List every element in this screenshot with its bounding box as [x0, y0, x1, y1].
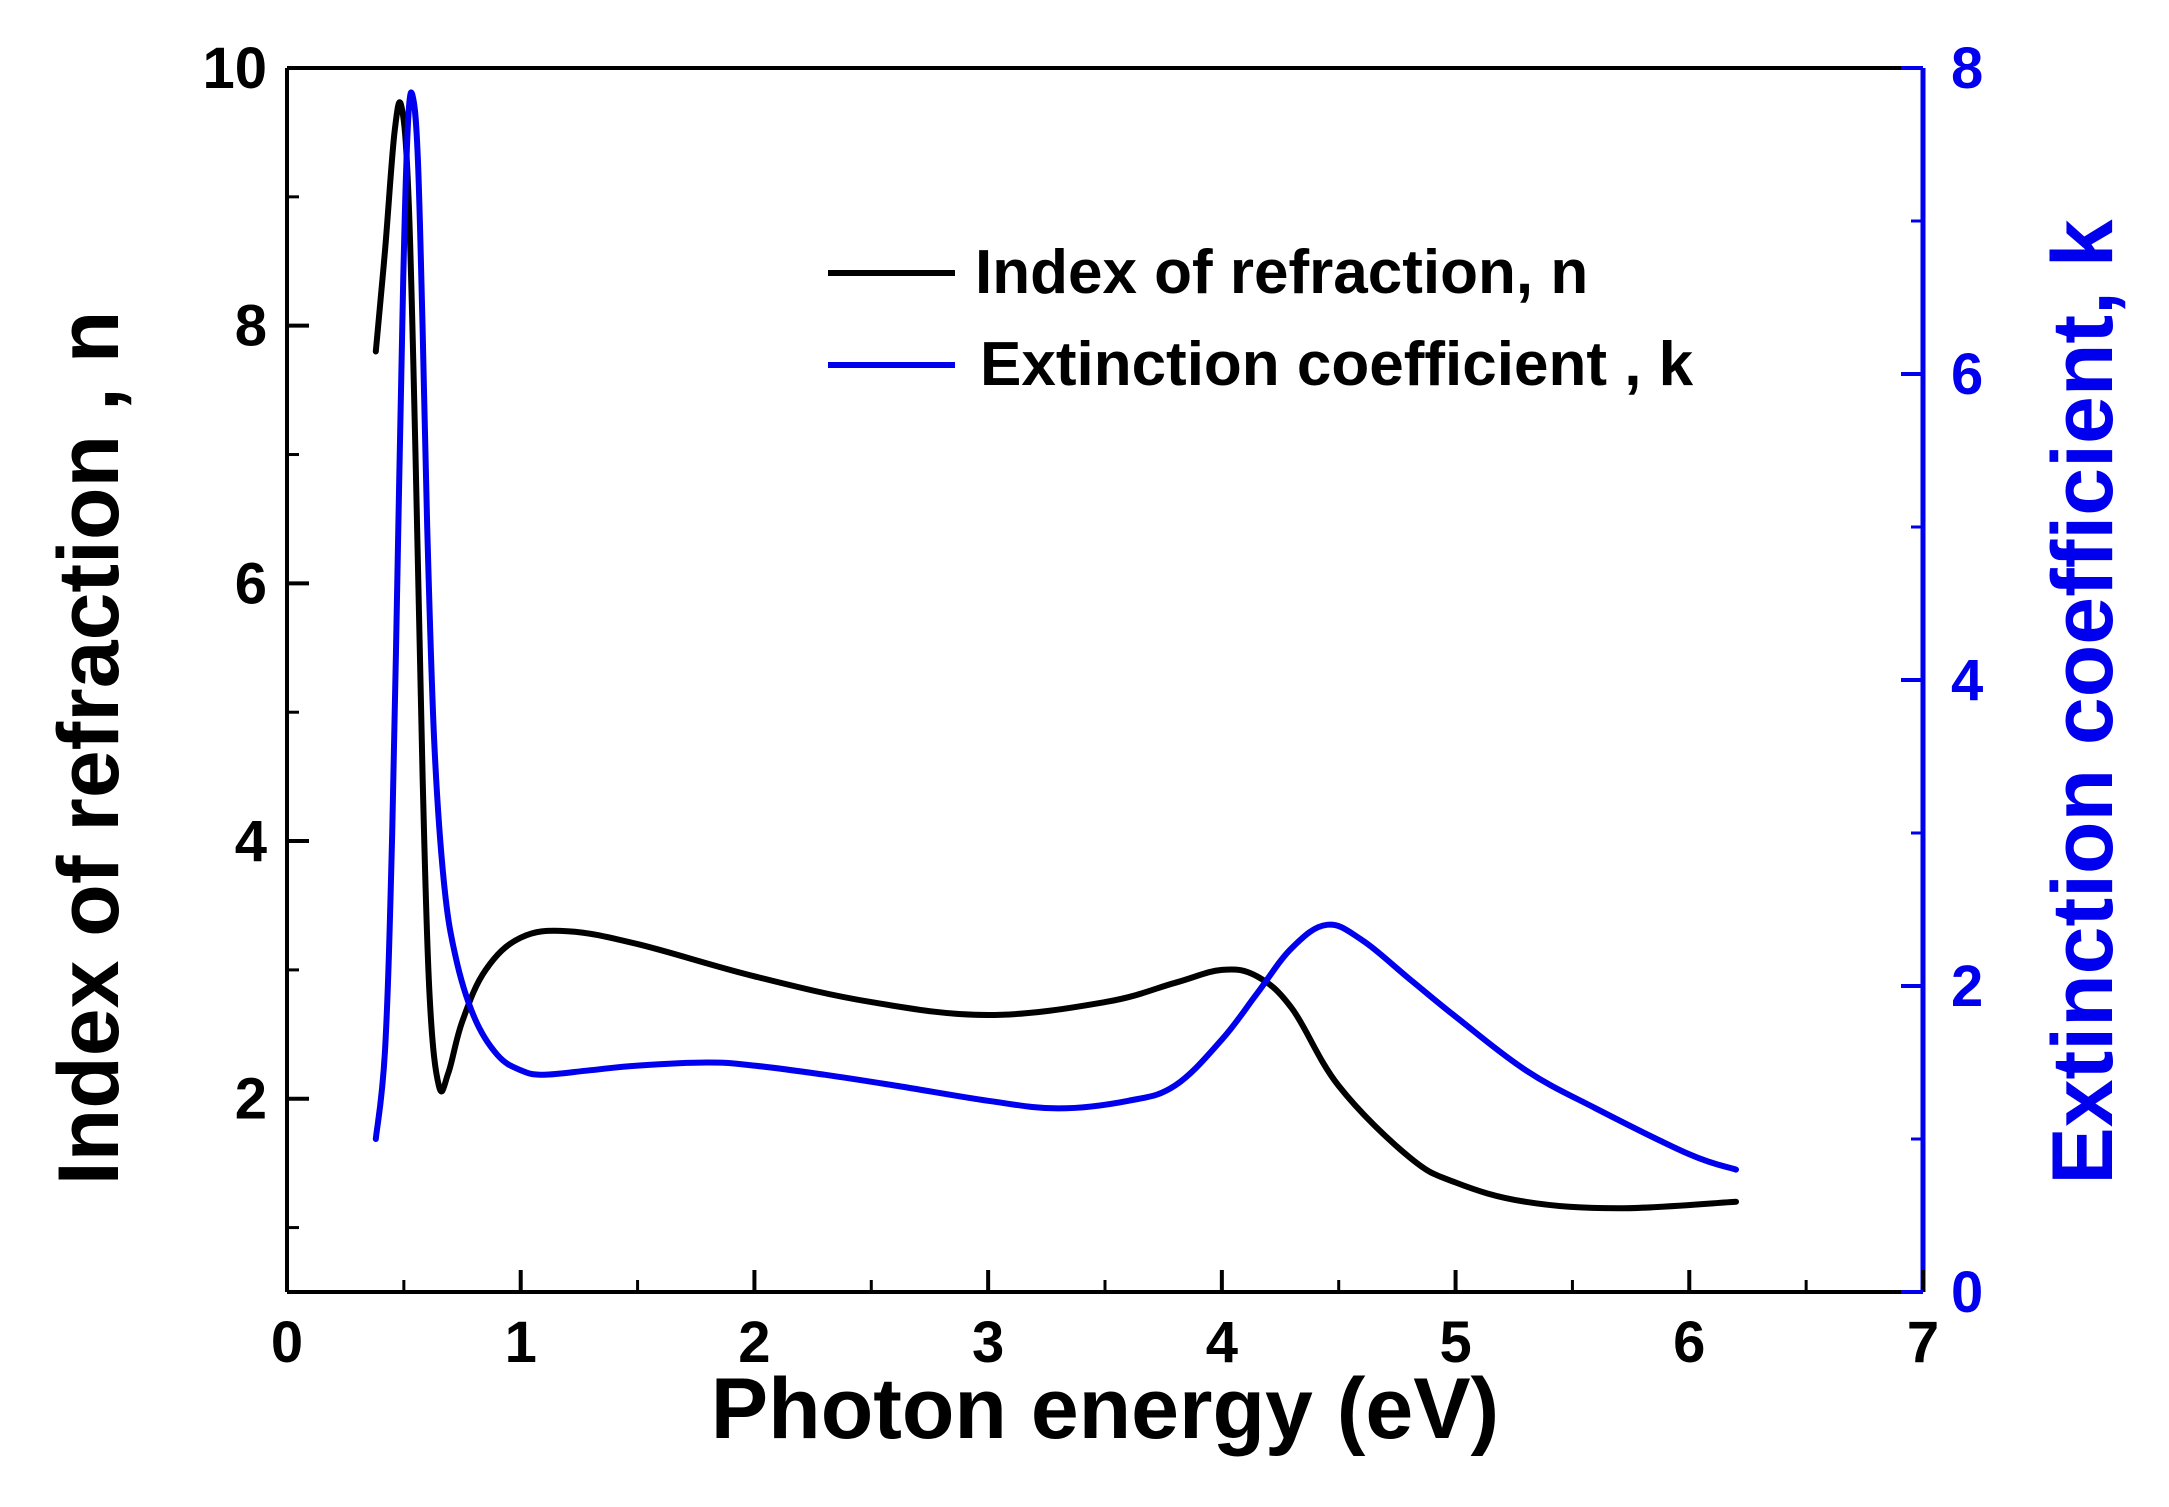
x-tick-label: 3	[972, 1310, 1004, 1375]
y-right-tick-label: 0	[1951, 1260, 1983, 1325]
y-right-tick-label: 8	[1951, 36, 1983, 101]
y-left-tick-label: 10	[202, 36, 267, 101]
y-right-tick-label: 6	[1951, 342, 1983, 407]
series-line-n	[372, 99, 1739, 1212]
y-left-tick-label: 8	[235, 294, 267, 359]
x-tick-label: 1	[505, 1310, 537, 1375]
x-tick-label: 6	[1673, 1310, 1705, 1375]
y-right-tick-label: 2	[1951, 954, 1983, 1019]
x-tick-label: 7	[1907, 1310, 1939, 1375]
x-tick-label: 2	[738, 1310, 770, 1375]
y-right-axis-title: Extinction coefficient, k	[2035, 219, 2131, 1184]
x-tick-label: 5	[1439, 1310, 1471, 1375]
legend: Index of refraction, n Extinction coeffi…	[828, 238, 1694, 399]
series-line-k	[372, 89, 1739, 1173]
y-left-tick-label: 6	[235, 551, 267, 616]
x-tick-label: 0	[271, 1310, 303, 1375]
y-left-axis-title: Index of refraction , n	[41, 311, 137, 1185]
y-right-tick-label: 4	[1951, 648, 1983, 713]
x-tick-label: 4	[1206, 1310, 1238, 1375]
y-left-tick-label: 2	[235, 1067, 267, 1132]
plot-lines	[372, 89, 1739, 1212]
legend-label-k: Extinction coefficient , k	[980, 330, 1694, 399]
y-left-tick-label: 4	[235, 809, 267, 874]
ticks: 0 1 2 3 4 5 6 7 2 4 6 8 10 0 2 4 6 8	[202, 36, 1983, 1375]
x-axis-title: Photon energy (eV)	[711, 1361, 1499, 1457]
legend-label-n: Index of refraction, n	[975, 238, 1588, 307]
